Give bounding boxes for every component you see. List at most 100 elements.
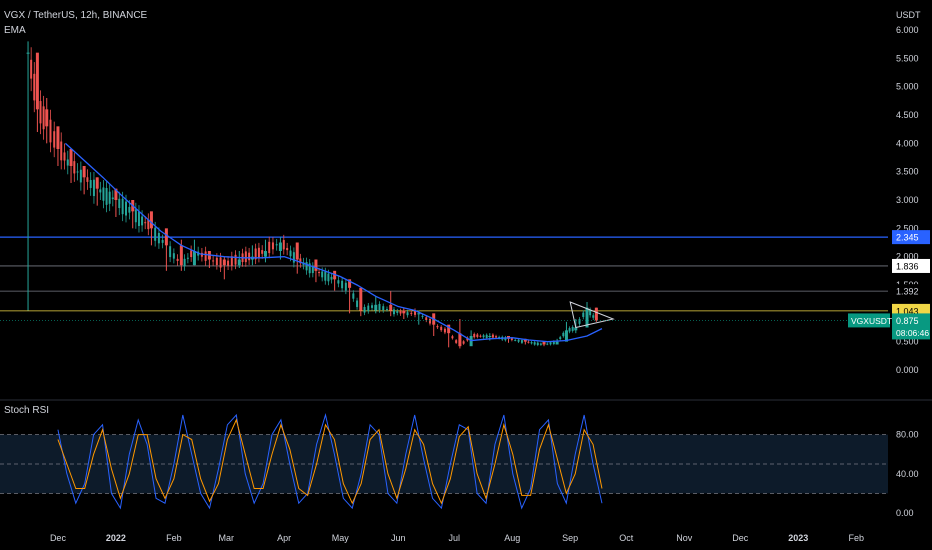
candle-body xyxy=(425,317,428,320)
candle-body xyxy=(523,338,527,342)
candle-body xyxy=(498,337,501,339)
candle-body xyxy=(436,326,439,328)
price-tick-label: 6.000 xyxy=(896,25,919,35)
candle-body xyxy=(582,312,585,317)
time-tick-label: Jul xyxy=(449,533,461,543)
candle-body xyxy=(275,244,278,246)
candle-body xyxy=(128,206,131,213)
candle-body xyxy=(495,336,498,338)
price-tick-label: 2.500 xyxy=(896,223,919,233)
candle-body xyxy=(73,161,76,174)
symbol-title: VGX / TetherUS, 12h, BINANCE xyxy=(4,10,148,21)
currency-label: USDT xyxy=(896,10,921,20)
candle-body xyxy=(562,332,565,337)
candle-body xyxy=(102,187,105,201)
level-badge-text: 1.836 xyxy=(896,261,919,271)
candle-body xyxy=(230,256,233,266)
candle-body xyxy=(200,252,203,257)
candle-body xyxy=(147,219,150,230)
candle-body xyxy=(530,342,533,344)
triangle-drawing[interactable] xyxy=(569,301,615,329)
candle-body xyxy=(482,335,485,338)
symbol-badge xyxy=(848,313,890,328)
candle-body xyxy=(385,309,388,311)
candle-body xyxy=(108,191,111,204)
candle-body xyxy=(219,257,222,268)
candle-body xyxy=(66,159,69,166)
candle-body xyxy=(33,73,36,101)
price-tick-label: 0.000 xyxy=(896,365,919,375)
candle-body xyxy=(517,339,520,342)
candle-body xyxy=(479,335,482,337)
candle-body xyxy=(555,341,559,345)
symbol-badge-text: VGXUSDT xyxy=(851,316,892,326)
time-axis[interactable]: Dec 2022 Feb Mar Apr May Jun Jul Aug Sep Oct Nov Dec… xyxy=(50,533,864,543)
candle-body xyxy=(261,250,264,254)
candle-body xyxy=(546,343,549,345)
candle-body xyxy=(60,141,63,161)
candle-body xyxy=(257,247,260,258)
candle-body xyxy=(114,188,118,200)
candle-body xyxy=(278,242,282,251)
price-badges: 2.345 1.836 1.392 1.043 VGXUSDT 0.875 08:06:46 xyxy=(0,230,930,340)
candle-body xyxy=(183,258,186,267)
candle-body xyxy=(510,338,513,341)
candle-body xyxy=(76,171,79,173)
price-tick-label: 0.500 xyxy=(896,337,919,347)
time-tick-label: Feb xyxy=(166,533,182,543)
stoch-axis[interactable]: 0.00 40.00 80.00 xyxy=(896,430,919,518)
candle-body xyxy=(327,273,330,282)
candle-body xyxy=(568,328,571,332)
candle-body xyxy=(318,272,321,274)
candle-body xyxy=(447,324,451,334)
candle-body xyxy=(504,337,507,341)
level-badge-text: 1.043 xyxy=(896,306,919,316)
ema-line xyxy=(64,142,603,343)
last-price-value: 0.875 xyxy=(896,316,919,326)
candle-body xyxy=(30,59,33,79)
candle-body xyxy=(559,337,562,340)
candle-body xyxy=(56,126,60,149)
time-tick-label: Aug xyxy=(504,533,520,543)
level-badge xyxy=(892,284,930,299)
horizontal-levels[interactable] xyxy=(0,236,888,312)
candle-body xyxy=(341,280,344,289)
time-tick-label: Dec xyxy=(50,533,67,543)
candle-body xyxy=(176,258,179,262)
candle-body xyxy=(305,262,308,271)
ema-indicator-label[interactable]: EMA xyxy=(4,25,26,36)
level-badge xyxy=(892,230,930,245)
stoch-tick-label: 0.00 xyxy=(896,508,914,518)
candle-body xyxy=(396,311,399,313)
candle-body xyxy=(367,305,370,312)
candle-body xyxy=(392,309,395,315)
candle-body xyxy=(53,131,56,148)
stoch-rsi-pane xyxy=(0,413,888,510)
time-tick-label: 2022 xyxy=(106,533,126,543)
candle-body xyxy=(282,240,285,250)
candle-body xyxy=(356,300,359,307)
candle-body xyxy=(63,152,66,161)
candle-body xyxy=(324,271,327,281)
candle-body xyxy=(192,251,196,266)
candle-body xyxy=(410,312,413,314)
candle-body xyxy=(268,241,271,254)
candle-body xyxy=(514,339,517,341)
candle-body xyxy=(212,260,215,262)
time-tick-label: Mar xyxy=(218,533,234,543)
price-tick-label: 5.500 xyxy=(896,53,919,63)
triangle-shape[interactable] xyxy=(569,301,615,329)
candle-body xyxy=(414,310,417,315)
candle-body xyxy=(234,254,237,265)
candle-body xyxy=(215,257,218,266)
candle-body xyxy=(111,197,114,200)
candle-body xyxy=(121,198,124,215)
price-tick-label: 4.500 xyxy=(896,110,919,120)
candle-body xyxy=(204,251,207,261)
candle-body xyxy=(89,180,92,188)
time-tick-label: Apr xyxy=(277,533,291,543)
time-tick-label: Nov xyxy=(676,533,693,543)
stoch-rsi-title[interactable]: Stoch RSI xyxy=(4,405,49,416)
candle-body xyxy=(161,240,164,243)
